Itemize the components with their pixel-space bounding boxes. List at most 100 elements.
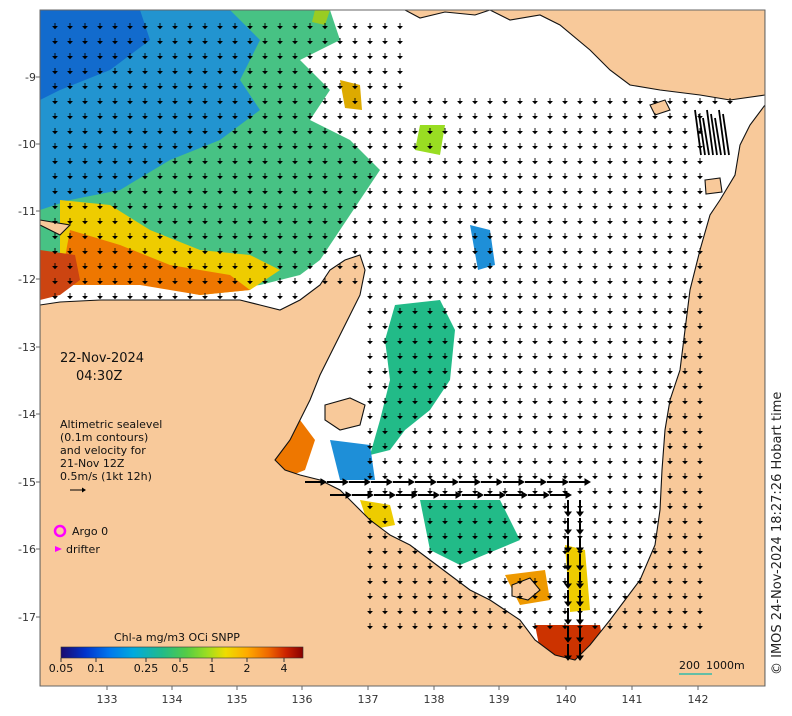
velocity-arrow [67,128,73,135]
scale-bar: 200 1000m [679,659,745,675]
velocity-arrow [697,458,703,465]
velocity-arrow [187,113,193,120]
velocity-arrow [112,218,118,225]
velocity-arrow [502,383,508,390]
velocity-arrow [307,278,313,285]
velocity-arrow [487,113,493,120]
velocity-arrow [698,113,706,156]
velocity-arrow [532,293,538,300]
velocity-arrow [562,428,568,435]
velocity-arrow [52,233,58,240]
velocity-arrow [427,413,433,420]
velocity-arrow [157,23,163,30]
velocity-arrow [262,98,268,105]
velocity-arrow [262,143,268,150]
velocity-arrow [532,458,538,465]
velocity-arrow [412,128,418,135]
velocity-arrow [487,98,493,105]
velocity-arrow [682,368,688,375]
velocity-arrow [607,233,613,240]
velocity-arrow [577,398,583,405]
velocity-arrow [637,353,643,360]
velocity-arrow [412,473,418,480]
velocity-arrow [367,113,373,120]
velocity-arrow [682,128,688,135]
velocity-arrow [697,398,703,405]
velocity-arrow [652,548,658,555]
velocity-arrow [442,518,448,525]
velocity-arrow [232,263,238,270]
velocity-arrow [562,308,568,315]
velocity-arrow [292,83,298,90]
velocity-arrow [262,293,268,300]
velocity-arrow [532,518,538,525]
velocity-arrow [532,143,538,150]
velocity-arrow [652,368,658,375]
velocity-arrow [502,188,508,195]
velocity-arrow [172,158,178,165]
velocity-arrow [142,128,148,135]
velocity-arrow [157,188,163,195]
velocity-arrow [487,608,493,615]
velocity-arrow [697,503,703,510]
velocity-arrow [637,533,643,540]
velocity-arrow [112,203,118,210]
velocity-arrow [307,143,313,150]
velocity-arrow [112,53,118,60]
velocity-arrow [232,98,238,105]
velocity-arrow [327,478,349,486]
velocity-arrow [142,233,148,240]
velocity-arrow [82,188,88,195]
velocity-arrow [592,593,598,600]
velocity-arrow [442,323,448,330]
velocity-arrow [562,203,568,210]
velocity-arrow [667,623,673,630]
velocity-arrow [502,563,508,570]
velocity-arrow [442,143,448,150]
velocity-arrow [82,158,88,165]
velocity-arrow [652,383,658,390]
velocity-arrow [667,518,673,525]
velocity-arrow [517,518,523,525]
velocity-arrow [697,383,703,390]
velocity-arrow [397,503,403,510]
velocity-arrow [67,143,73,150]
velocity-arrow [97,293,103,300]
velocity-arrow [457,473,463,480]
velocity-arrow [367,128,373,135]
velocity-arrow [142,53,148,60]
velocity-arrow [67,218,73,225]
velocity-arrow [457,608,463,615]
velocity-arrow [457,413,463,420]
velocity-arrow [367,203,373,210]
velocity-arrow [607,473,613,480]
velocity-arrow [412,233,418,240]
velocity-arrow [157,83,163,90]
velocity-arrow [697,173,703,180]
velocity-arrow [667,218,673,225]
velocity-arrow [352,491,374,499]
velocity-arrow [487,353,493,360]
velocity-arrow [532,623,538,630]
velocity-arrow [442,293,448,300]
velocity-arrow [637,368,643,375]
velocity-arrow [517,443,523,450]
velocity-arrow [562,398,568,405]
velocity-arrow [367,518,373,525]
velocity-arrow [517,398,523,405]
velocity-arrow [232,38,238,45]
velocity-arrow [307,158,313,165]
velocity-arrow [550,491,572,499]
velocity-arrow [667,503,673,510]
y-tick-label: -10 [18,138,36,151]
velocity-arrow [292,98,298,105]
velocity-arrow [97,158,103,165]
velocity-arrow [592,608,598,615]
velocity-arrow [142,188,148,195]
velocity-arrow [305,478,327,486]
velocity-arrow [532,323,538,330]
velocity-arrow [592,188,598,195]
velocity-arrow [547,293,553,300]
velocity-arrow [427,293,433,300]
velocity-arrow [427,398,433,405]
